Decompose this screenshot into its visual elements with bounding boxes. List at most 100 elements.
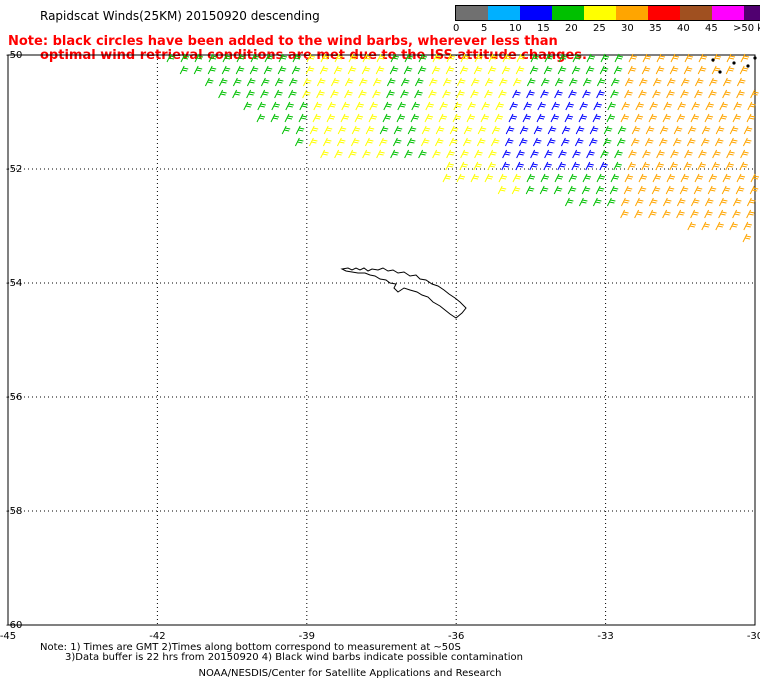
wind-barb [222, 53, 232, 63]
wind-barb [620, 113, 630, 123]
wind-barb [320, 53, 330, 63]
wind-barb [690, 113, 700, 123]
wind-barb [564, 197, 574, 207]
wind-barb [742, 233, 752, 243]
wind-barb [585, 65, 595, 75]
wind-barb [749, 185, 759, 195]
wind-barb [379, 125, 389, 135]
lat-label: -54 [6, 278, 22, 289]
wind-barb [484, 89, 493, 99]
wind-barb [446, 149, 455, 159]
legend-swatch-6 [648, 6, 680, 20]
wind-barb [750, 89, 759, 99]
wind-barb [512, 173, 522, 183]
wind-barb [319, 65, 329, 75]
wind-barb [386, 89, 395, 99]
wind-barb [666, 89, 675, 99]
wind-barb [684, 53, 694, 63]
wind-barb [501, 161, 510, 171]
wind-barb [623, 185, 633, 195]
wind-barb [488, 53, 498, 63]
wind-barb [690, 209, 699, 219]
wind-barb [512, 77, 522, 87]
wind-barb [515, 161, 524, 171]
wind-barb [711, 65, 721, 75]
wind-barb [581, 185, 591, 195]
lon-label: -39 [299, 631, 315, 642]
wind-barb [750, 173, 760, 183]
wind-barb [553, 185, 563, 195]
wind-barb [568, 77, 578, 87]
wind-barb [558, 53, 568, 63]
legend-swatch-5 [616, 6, 648, 20]
wind-barb [529, 65, 539, 75]
wind-barb [466, 113, 476, 123]
wind-barb [565, 101, 574, 111]
wind-barb [544, 149, 553, 159]
wind-barb [582, 173, 592, 183]
wind-barb [305, 65, 315, 75]
wind-barb [631, 125, 641, 135]
wind-barb [722, 173, 732, 183]
wind-barb [589, 125, 599, 135]
contamination-marker [732, 61, 736, 65]
wind-barb [274, 89, 283, 99]
wind-barb [691, 101, 700, 111]
wind-barb [418, 149, 427, 159]
wind-barb [656, 53, 666, 63]
wind-barb [334, 149, 343, 159]
wind-barb [417, 65, 427, 75]
wind-barb [344, 77, 354, 87]
wind-barb [557, 65, 567, 75]
wind-barb [712, 149, 721, 159]
wind-barb [546, 137, 556, 147]
wind-barb [250, 53, 260, 63]
wind-barb [378, 137, 388, 147]
wind-barb [708, 77, 718, 87]
wind-barb [392, 137, 402, 147]
wind-barb [435, 125, 445, 135]
wind-barb [344, 89, 353, 99]
wind-barb [495, 101, 504, 111]
wind-barb [543, 161, 552, 171]
legend-label-10: >50 knots [733, 23, 760, 34]
wind-barb [505, 125, 515, 135]
wind-barb [680, 89, 689, 99]
wind-barb [659, 125, 669, 135]
note-line-1: Note: black circles have been added to t… [8, 34, 558, 49]
wind-barb [614, 53, 624, 63]
wind-barb [726, 53, 736, 63]
wind-barb [488, 149, 497, 159]
wind-barb [725, 161, 734, 171]
wind-barb [365, 125, 375, 135]
wind-barb [410, 113, 420, 123]
wind-barb [484, 77, 494, 87]
wind-barb [432, 53, 442, 63]
wind-barb [588, 137, 598, 147]
wind-barb [404, 53, 414, 63]
wind-barb [729, 221, 738, 231]
wind-barb [530, 149, 539, 159]
wind-barb [663, 101, 672, 111]
wind-barb [452, 113, 462, 123]
wind-barb [532, 137, 542, 147]
south-georgia-coastline [340, 267, 467, 319]
wind-barb [726, 149, 735, 159]
legend-swatch-9 [744, 6, 760, 20]
wind-barb [336, 137, 346, 147]
wind-barb [711, 161, 720, 171]
wind-barb [404, 149, 413, 159]
wind-barb [302, 77, 312, 87]
legend-label-2: 10 [509, 23, 522, 34]
wind-barb [340, 113, 350, 123]
wind-barb [554, 89, 563, 99]
wind-barb [722, 89, 731, 99]
wind-barb [537, 101, 546, 111]
wind-barb [739, 161, 748, 171]
wind-barb [600, 53, 610, 63]
wind-barb [445, 65, 455, 75]
lat-label: -52 [6, 164, 22, 175]
wind-barb [554, 77, 564, 87]
wind-barb [193, 65, 203, 75]
wind-barb [355, 101, 364, 111]
